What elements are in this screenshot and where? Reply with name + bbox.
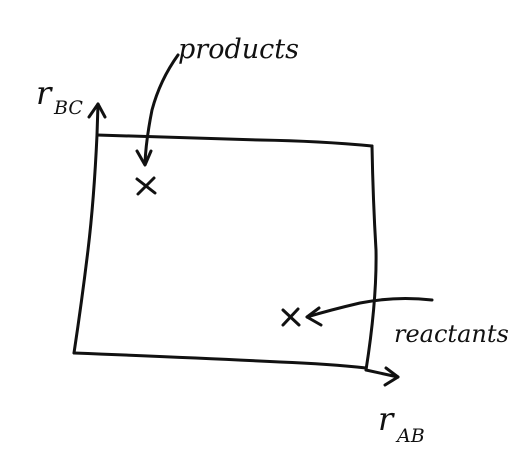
products-marker <box>135 176 157 196</box>
box-bottom-edge <box>72 351 368 370</box>
x-axis-subscript: AB <box>395 425 425 447</box>
x-axis-arrow <box>364 366 400 387</box>
box-right-edge <box>364 144 378 372</box>
reactants-label: reactants <box>394 320 509 348</box>
y-axis-label: r <box>36 74 53 112</box>
y-axis-subscript: BC <box>53 97 83 119</box>
products-pointer-arrow <box>135 53 180 167</box>
reactants-pointer-arrow <box>305 297 434 327</box>
x-axis-label: r <box>378 400 395 438</box>
y-axis-arrow <box>87 102 107 137</box>
products-label: products <box>178 34 299 65</box>
reactants-marker <box>281 307 301 327</box>
box-top-edge <box>95 133 374 148</box>
box-left-edge <box>72 133 99 355</box>
